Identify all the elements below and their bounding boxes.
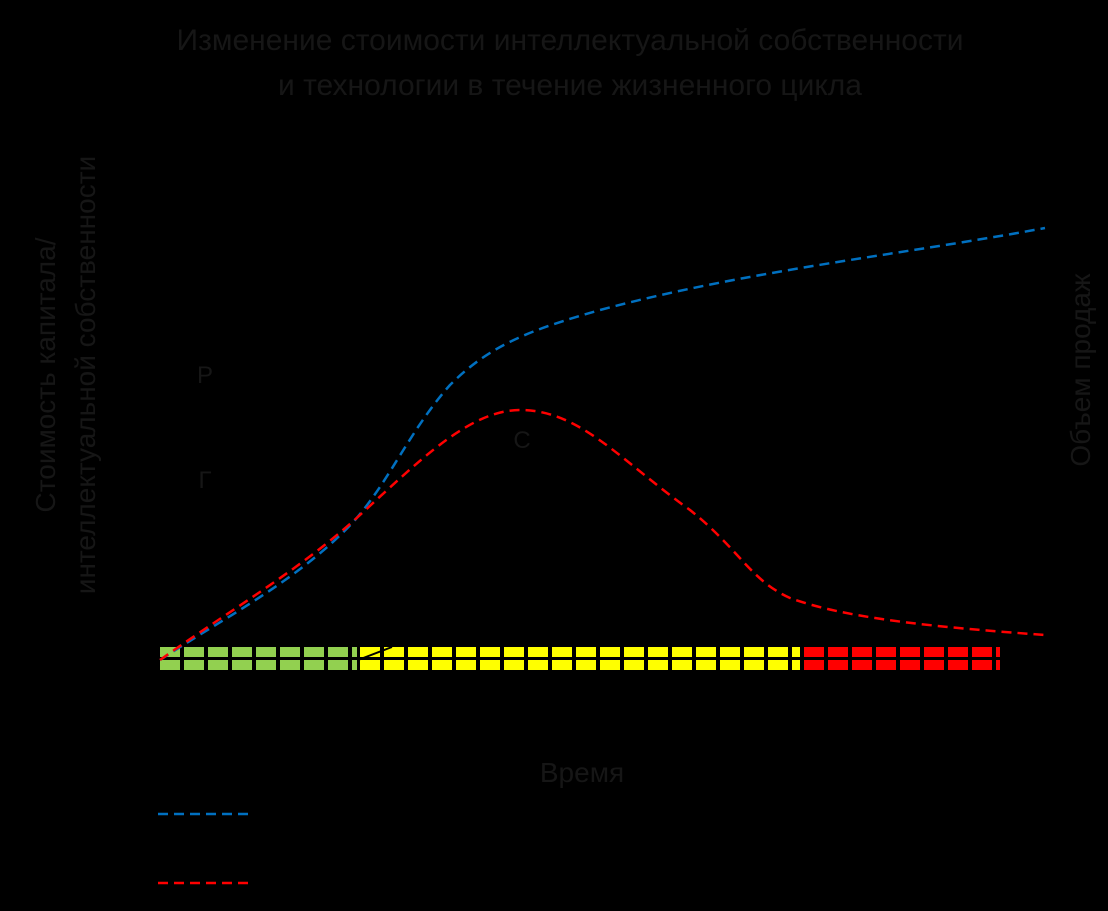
title-line: и технологии в течение жизненного цикла [278,69,862,102]
left-axis-label: интеллектуальной собственности [70,156,101,594]
stage-bars [160,646,1000,670]
left-axis-label: Стоимость капитала/ [30,237,61,512]
marker-label: Г [199,467,212,494]
connector [357,646,393,661]
sales-curve [159,408,1046,662]
title-line: Изменение стоимости интеллектуальной соб… [177,24,964,57]
capital-curve [159,226,1046,662]
marker-label: С [513,427,530,454]
x-axis-label: Время [540,757,624,788]
right-axis-label: Объем продаж [1065,273,1096,467]
marker-label: Р [197,362,213,389]
